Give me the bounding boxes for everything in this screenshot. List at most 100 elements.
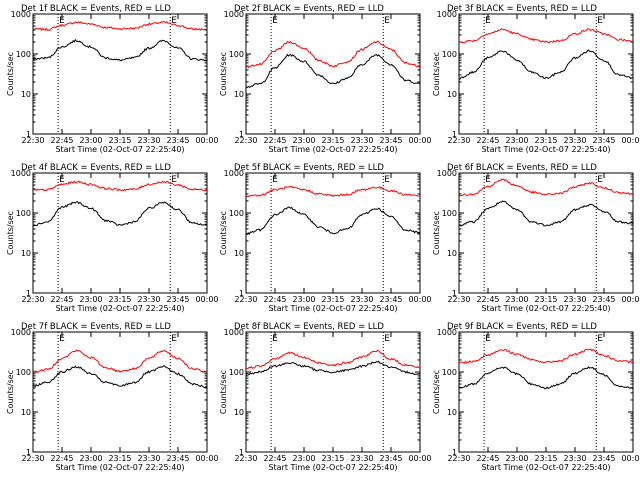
y-tick-label: 10: [234, 90, 244, 99]
x-tick-label: 22:30: [447, 136, 470, 145]
y-tick-label: 1: [239, 448, 244, 457]
panel-title: Det 5f BLACK = Events, RED = LLD: [234, 163, 384, 173]
y-tick-label: 100: [229, 50, 244, 59]
event-marker-label: E: [485, 16, 491, 26]
x-tick-label: 23:45: [592, 295, 615, 304]
plot-frame: [32, 331, 208, 453]
event-marker-label: E: [384, 16, 390, 26]
y-tick-label: 100: [16, 209, 31, 218]
x-tick-label: 23:00: [79, 454, 102, 463]
y-tick-label: 1: [26, 289, 31, 298]
plot-frame: [458, 13, 634, 135]
y-tick-label: 10: [21, 408, 31, 417]
x-tick-label: 23:00: [79, 295, 102, 304]
x-tick-label: 22:45: [50, 295, 73, 304]
panel-title: Det 6f BLACK = Events, RED = LLD: [447, 163, 597, 173]
x-tick-label: 23:15: [534, 295, 557, 304]
x-tick-label: 23:15: [108, 295, 131, 304]
x-tick-label: 22:30: [447, 454, 470, 463]
x-tick-label: 22:30: [447, 295, 470, 304]
x-tick-label: 23:45: [166, 295, 189, 304]
x-tick-label: 23:45: [592, 136, 615, 145]
event-marker-label: E: [485, 175, 491, 185]
x-tick-label: 23:30: [137, 295, 160, 304]
y-tick-label: 1000: [224, 10, 244, 19]
series-line-events: [32, 201, 208, 227]
event-marker-label: E: [272, 175, 278, 185]
series-line-events: [32, 365, 208, 389]
series-line-events: [32, 38, 208, 62]
x-tick-label: 22:45: [50, 454, 73, 463]
x-tick-label: 23:00: [505, 295, 528, 304]
series-line-lld: [458, 178, 634, 197]
series-line-lld: [32, 349, 208, 374]
y-axis-label: Counts/sec: [432, 370, 441, 414]
y-axis-label: Counts/sec: [432, 52, 441, 96]
x-tick-label: 00:00: [621, 295, 640, 304]
x-axis-label: Start Time (02-Oct-07 22:25:40): [481, 145, 610, 154]
y-tick-label: 10: [447, 90, 457, 99]
y-tick-label: 10: [21, 90, 31, 99]
event-marker-label: E: [272, 16, 278, 26]
y-tick-label: 1: [452, 130, 457, 139]
series-line-events: [459, 365, 634, 390]
y-tick-label: 1000: [437, 328, 457, 337]
y-tick-label: 100: [229, 209, 244, 218]
x-tick-label: 23:00: [79, 136, 102, 145]
event-marker-label: E: [59, 175, 65, 185]
y-tick-label: 100: [442, 209, 457, 218]
x-tick-label: 23:15: [534, 136, 557, 145]
y-tick-label: 100: [16, 368, 31, 377]
x-tick-label: 23:30: [563, 454, 586, 463]
panel-title: Det 7f BLACK = Events, RED = LLD: [21, 322, 171, 332]
x-tick-label: 22:45: [263, 295, 286, 304]
series-line-events: [245, 360, 421, 376]
x-tick-label: 23:15: [108, 454, 131, 463]
event-marker-label: E: [485, 334, 491, 344]
event-marker-label: E: [171, 334, 177, 344]
x-tick-label: 23:00: [505, 454, 528, 463]
y-tick-label: 1000: [437, 10, 457, 19]
panel-title: Det 8f BLACK = Events, RED = LLD: [234, 322, 384, 332]
event-marker-label: E: [59, 16, 65, 26]
x-tick-label: 23:30: [137, 454, 160, 463]
x-axis-label: Start Time (02-Oct-07 22:25:40): [55, 145, 184, 154]
event-marker-label: E: [597, 175, 603, 185]
x-tick-label: 23:15: [108, 136, 131, 145]
plot-frame: [32, 13, 208, 135]
x-tick-label: 22:45: [50, 136, 73, 145]
event-marker-label: E: [59, 334, 65, 344]
x-tick-label: 22:30: [21, 136, 44, 145]
panel-title: Det 9f BLACK = Events, RED = LLD: [447, 322, 597, 332]
x-tick-label: 22:45: [476, 136, 499, 145]
x-tick-label: 23:45: [166, 136, 189, 145]
x-tick-label: 00:00: [408, 295, 431, 304]
series-line-events: [458, 49, 634, 80]
x-tick-label: 23:00: [505, 136, 528, 145]
x-tick-label: 23:45: [166, 454, 189, 463]
event-marker-label: E: [171, 175, 177, 185]
y-tick-label: 1: [452, 448, 457, 457]
series-line-lld: [245, 40, 421, 69]
event-marker-label: E: [597, 334, 603, 344]
series-line-lld: [459, 28, 633, 44]
y-tick-label: 1000: [224, 328, 244, 337]
y-axis-label: Counts/sec: [219, 211, 228, 255]
x-tick-label: 22:45: [476, 295, 499, 304]
plot-frame: [32, 172, 208, 294]
y-tick-label: 10: [447, 249, 457, 258]
x-tick-label: 22:45: [476, 454, 499, 463]
y-tick-label: 1000: [11, 169, 31, 178]
event-marker-label: E: [272, 334, 278, 344]
x-tick-label: 23:30: [350, 136, 373, 145]
x-tick-label: 23:15: [321, 136, 344, 145]
x-tick-label: 23:30: [563, 295, 586, 304]
x-axis-label: Start Time (02-Oct-07 22:25:40): [55, 304, 184, 313]
y-tick-label: 1: [239, 130, 244, 139]
series-line-events: [245, 206, 421, 236]
x-tick-label: 23:00: [292, 295, 315, 304]
